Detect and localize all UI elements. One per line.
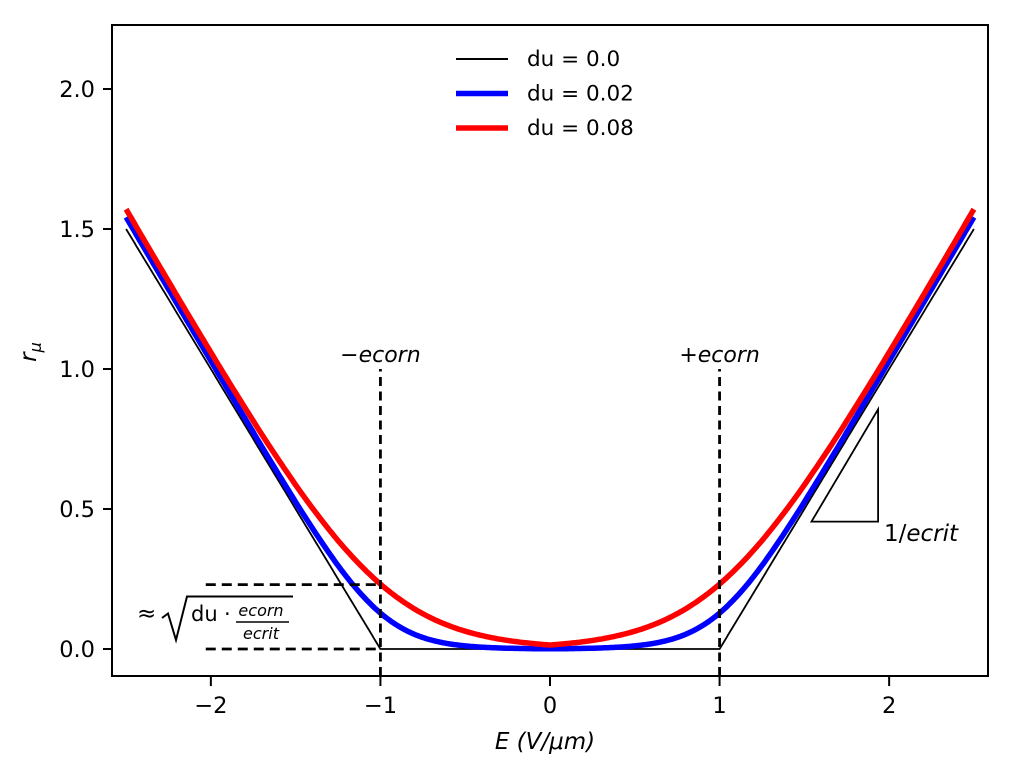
y-tick-label: 0.5 [59, 497, 95, 523]
formula-du: du [191, 602, 218, 626]
y-tick-label: 1.5 [59, 217, 95, 243]
x-axis-label: E (V/μm) [495, 729, 595, 755]
formula-ecrit: ecrit [243, 624, 280, 643]
x-tick-label: 2 [882, 693, 896, 719]
approx-symbol: ≈ [137, 601, 156, 627]
sqrt-formula: ≈ du · ecorn ecrit [137, 595, 293, 644]
formula-ecorn: ecorn [238, 601, 283, 620]
slope-triangle [809, 406, 879, 523]
y-tick-label: 1.0 [59, 357, 95, 383]
slope-label: 1/ecrit [884, 521, 959, 547]
legend-label-du-0.02: du = 0.02 [527, 82, 634, 107]
legend: du = 0.0 du = 0.02 du = 0.08 [456, 47, 634, 141]
curve-du=0.0 [125, 228, 975, 650]
legend-label-du-0.0: du = 0.0 [527, 47, 620, 72]
formula-dot: · [224, 602, 231, 626]
curves [123, 207, 977, 652]
curve-du=0.08 [123, 207, 977, 648]
x-tick-label: −2 [194, 693, 227, 719]
y-tick-label: 2.0 [59, 77, 95, 103]
x-tick-label: −1 [364, 693, 397, 719]
plot-border [111, 24, 989, 677]
y-tick-label: 0.0 [59, 637, 95, 663]
x-tick-label: 0 [543, 693, 557, 719]
minus-ecorn-label: −ecorn [340, 343, 421, 368]
legend-label-du-0.08: du = 0.08 [527, 116, 634, 141]
y-axis-label: rμ [16, 342, 45, 362]
plus-ecorn-label: +ecorn [679, 343, 760, 368]
curve-du=0.02 [123, 215, 977, 652]
x-tick-label: 1 [712, 693, 726, 719]
radical-sign [161, 595, 293, 644]
axis-ticks: −2 −1 0 1 2 0.0 0.5 1.0 1.5 2.0 [59, 77, 896, 719]
annotation-lines [205, 369, 879, 676]
